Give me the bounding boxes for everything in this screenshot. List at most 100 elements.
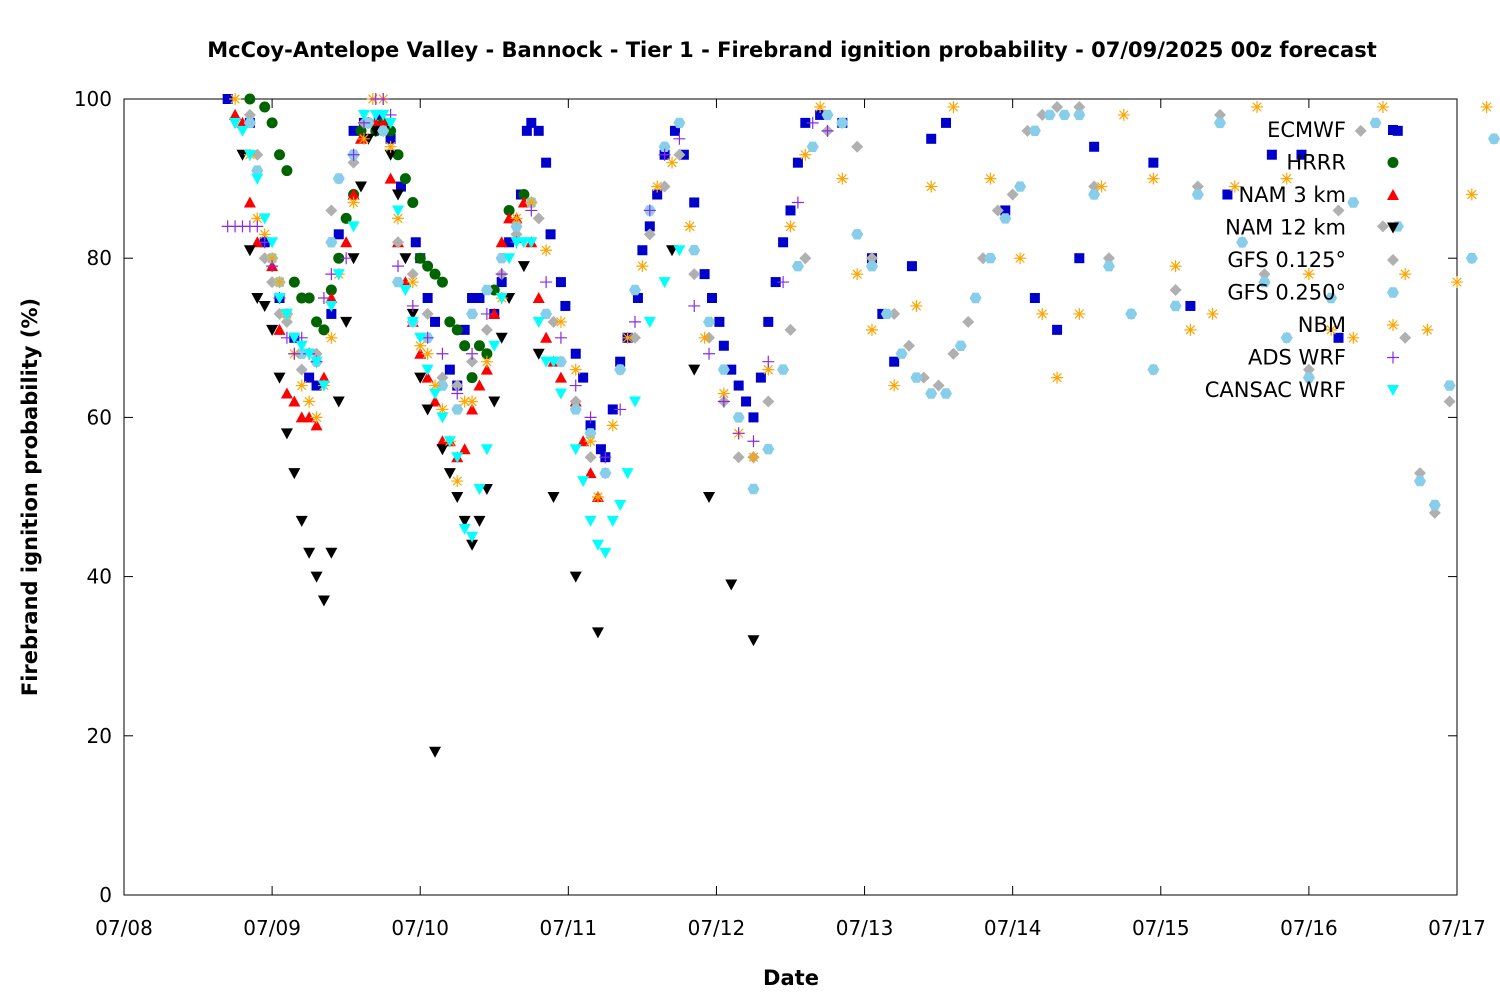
data-point [1051, 371, 1064, 384]
data-point [554, 315, 567, 328]
data-point [303, 547, 316, 559]
data-point [652, 189, 663, 200]
data-point [325, 331, 338, 344]
data-point [266, 252, 279, 265]
data-point [304, 372, 315, 383]
data-point [473, 379, 486, 391]
data-point [251, 173, 264, 185]
data-point [229, 117, 242, 129]
data-point [584, 428, 597, 439]
data-point [325, 284, 337, 296]
data-point [392, 236, 405, 249]
data-point [266, 117, 278, 129]
data-point [1147, 172, 1160, 185]
data-point [1428, 499, 1441, 511]
data-point [762, 395, 775, 408]
data-point [707, 293, 718, 303]
data-point [732, 451, 745, 464]
data-point [333, 252, 345, 264]
data-point [451, 387, 464, 400]
data-point [410, 237, 421, 248]
data-point [244, 93, 256, 105]
data-point [1043, 109, 1056, 121]
data-point [688, 268, 701, 281]
data-point [577, 435, 590, 447]
data-point [421, 307, 434, 320]
data-point [436, 347, 449, 360]
data-point [332, 396, 345, 408]
data-point [473, 484, 486, 496]
data-point [1014, 252, 1027, 265]
data-point [280, 331, 293, 344]
data-point [1185, 300, 1196, 311]
legend-label: GFS 0.125° [1227, 248, 1346, 272]
data-point [348, 125, 359, 136]
data-point [467, 293, 478, 303]
data-point [288, 332, 301, 344]
data-point [532, 348, 545, 360]
data-point [577, 476, 590, 488]
data-point [584, 467, 597, 479]
data-point [554, 331, 567, 344]
data-point [791, 196, 804, 209]
data-point [466, 403, 479, 415]
data-point [458, 395, 471, 408]
data-point [280, 428, 293, 440]
data-point [1029, 293, 1040, 303]
data-point [533, 125, 544, 136]
data-point [251, 212, 264, 225]
data-point [288, 468, 301, 480]
data-point [1251, 100, 1264, 113]
data-point [1148, 157, 1159, 168]
data-point [1280, 172, 1293, 185]
legend-label: NAM 12 km [1225, 216, 1346, 240]
x-tick-label: 07/12 [688, 916, 746, 940]
data-point [1184, 323, 1197, 336]
data-point [917, 371, 930, 384]
data-point [266, 276, 279, 289]
data-point [606, 515, 619, 527]
legend-label: GFS 0.250° [1227, 281, 1346, 305]
data-point [480, 355, 493, 368]
data-point [947, 347, 960, 360]
data-point [1169, 260, 1182, 273]
data-point [377, 125, 390, 136]
data-point [422, 293, 433, 303]
data-point [406, 276, 419, 289]
series-layer [221, 93, 1500, 758]
data-point [258, 300, 271, 312]
data-point [1102, 261, 1115, 272]
data-point [962, 315, 975, 328]
data-point [243, 245, 256, 257]
legend: ECMWF HRRR NAM 3 km NAM 12 km GFS 0.125° GFS … [1205, 118, 1399, 402]
data-point [288, 395, 301, 407]
data-point [714, 316, 725, 327]
data-point [347, 196, 360, 209]
data-point [643, 228, 656, 241]
data-point [480, 323, 493, 336]
data-point [815, 109, 826, 120]
data-point [317, 292, 330, 304]
series-gfs-0-250- [243, 109, 1500, 511]
data-point [480, 444, 493, 456]
data-point [429, 388, 442, 400]
data-point [584, 515, 597, 527]
data-point [451, 492, 464, 503]
data-point [503, 204, 515, 216]
legend-marker [1387, 157, 1399, 168]
data-point [429, 395, 442, 407]
data-point [569, 379, 582, 392]
data-point [310, 419, 323, 431]
data-point [977, 252, 990, 265]
data-point [1089, 141, 1100, 152]
data-point [451, 379, 464, 392]
data-point [545, 229, 556, 240]
data-point [340, 252, 353, 265]
data-point [1258, 276, 1271, 288]
data-point [532, 316, 545, 328]
data-point [392, 189, 405, 201]
data-point [1443, 380, 1456, 391]
data-point [732, 412, 745, 423]
data-point [273, 372, 286, 384]
data-point [288, 347, 301, 360]
